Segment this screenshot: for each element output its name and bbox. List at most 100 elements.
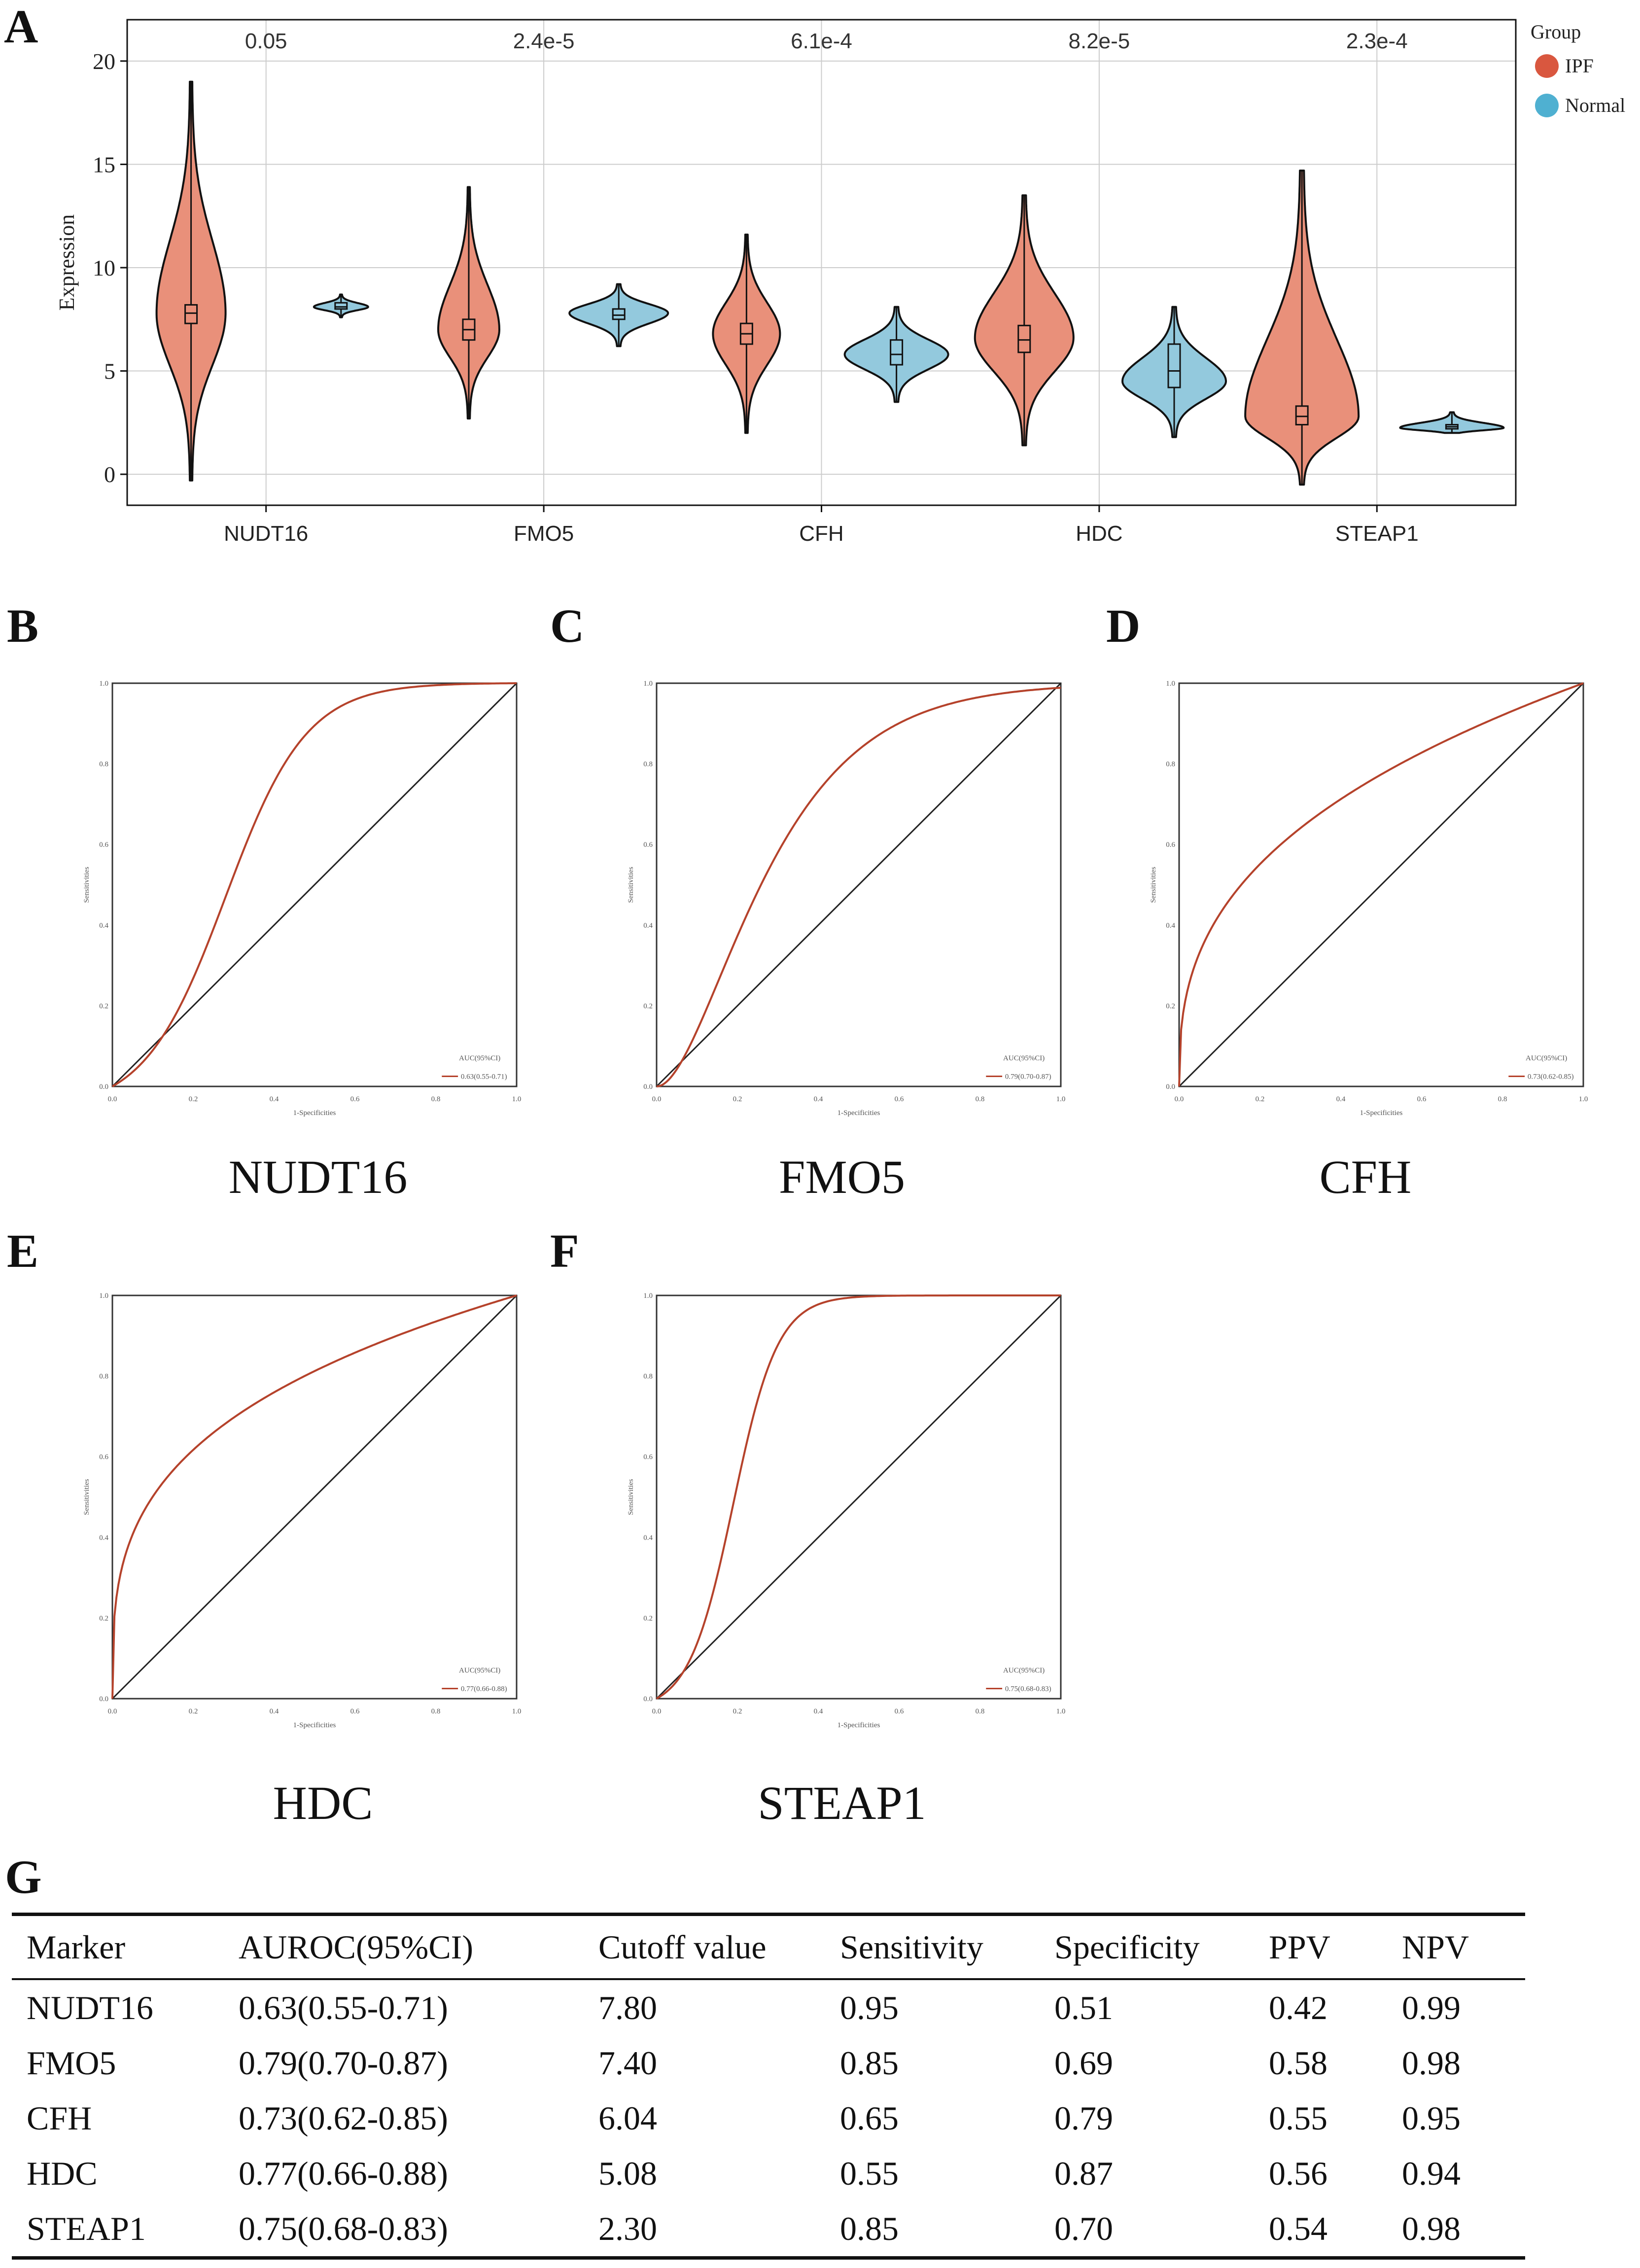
roc-y-tick-label: 0.2	[99, 1614, 108, 1622]
table-cell: 0.79(0.70-0.87)	[239, 2044, 448, 2082]
roc-curve	[111, 1294, 517, 1699]
p-value-label: 6.1e-4	[791, 29, 852, 53]
table-cell: 0.54	[1269, 2209, 1327, 2247]
roc-x-tick-label: 1.0	[512, 1708, 522, 1715]
roc-frame	[656, 682, 1062, 1087]
p-value-label: 2.4e-5	[513, 29, 575, 53]
roc-diagonal	[656, 1294, 1062, 1700]
roc-x-tick-label: 0.8	[431, 1095, 441, 1103]
roc-x-tick-label: 1.0	[1056, 1095, 1066, 1103]
roc-x-tick-label: 0.2	[733, 1708, 742, 1715]
roc-legend-value: 0.75(0.68-0.83)	[1005, 1685, 1051, 1693]
roc-x-tick-label: 0.4	[814, 1095, 823, 1103]
violin-chart: 0 5 10 15 20 Expression NUDT16 0.05 FMO5 2.4e-5 CF…	[55, 19, 1625, 546]
col-header-auroc: AUROC(95%CI)	[239, 1928, 473, 1966]
table-cell: 0.98	[1402, 2044, 1461, 2082]
roc-y-tick-label: 0.6	[99, 841, 108, 849]
roc-y-tick-label: 1.0	[643, 1292, 653, 1300]
roc-diagonal	[1178, 682, 1584, 1087]
col-header-npv: NPV	[1402, 1928, 1469, 1966]
roc-y-tick-label: 0.2	[1166, 1002, 1175, 1010]
roc-x-tick-label: 0.0	[1175, 1095, 1184, 1103]
roc-x-tick-label: 0.2	[1256, 1095, 1265, 1103]
roc-y-tick-label: 0.6	[643, 841, 653, 849]
col-header-specificity: Specificity	[1054, 1928, 1200, 1966]
p-value-label: 0.05	[245, 29, 287, 53]
panel-label-a: A	[4, 0, 38, 53]
table-cell: 0.51	[1054, 1989, 1113, 2026]
legend-title: Group	[1531, 21, 1581, 43]
roc-y-tick-label: 0.0	[643, 1083, 653, 1091]
table-cell: 0.65	[840, 2099, 899, 2137]
roc-x-tick-label: 0.2	[189, 1095, 198, 1103]
roc-x-tick-label: 0.2	[189, 1708, 198, 1715]
roc-legend-header: AUC(95%CI)	[459, 1667, 500, 1675]
roc-y-tick-label: 0.0	[99, 1083, 108, 1091]
roc-legend-header: AUC(95%CI)	[1003, 1667, 1045, 1675]
y-axis-label: Expression	[55, 214, 79, 311]
roc-x-tick-label: 0.6	[350, 1095, 360, 1103]
roc-y-axis-label: Sensitivities	[83, 867, 91, 903]
col-header-marker: Marker	[27, 1928, 126, 1966]
table-row: HDC 0.77(0.66-0.88) 5.08 0.55 0.87 0.56 …	[12, 2146, 1525, 2201]
table-cell: HDC	[27, 2154, 98, 2192]
roc-y-tick-label: 1.0	[99, 1292, 108, 1300]
table-cell: 0.95	[840, 1989, 899, 2026]
table-cell: NUDT16	[27, 1989, 153, 2026]
table-cell: 0.95	[1402, 2099, 1461, 2137]
roc-legend-value: 0.77(0.66-0.88)	[461, 1685, 507, 1693]
legend-label-normal: Normal	[1565, 94, 1625, 116]
roc-x-tick-label: 0.8	[1498, 1095, 1507, 1103]
roc-y-tick-label: 0.4	[643, 922, 653, 930]
table-cell: 0.42	[1269, 1989, 1327, 2026]
roc-curve	[656, 687, 1061, 1087]
roc-x-axis-label: 1-Specificities	[837, 1721, 880, 1729]
roc-x-tick-label: 0.6	[1417, 1095, 1427, 1103]
roc-y-tick-label: 0.4	[643, 1534, 653, 1542]
roc-frame	[111, 1294, 518, 1700]
table-row: NUDT16 0.63(0.55-0.71) 7.80 0.95 0.51 0.…	[12, 1979, 1525, 2035]
roc-caption-fmo5: FMO5	[778, 1151, 906, 1203]
table-cell: 0.69	[1054, 2044, 1113, 2082]
p-value-label: 2.3e-4	[1346, 29, 1408, 53]
roc-y-tick-label: 1.0	[1166, 680, 1175, 688]
roc-x-tick-label: 0.4	[814, 1708, 823, 1715]
roc-legend-value: 0.63(0.55-0.71)	[461, 1073, 507, 1081]
roc-x-tick-label: 0.6	[895, 1095, 904, 1103]
box-body	[1167, 343, 1181, 388]
panel-label-b: B	[7, 599, 39, 652]
roc-y-tick-label: 1.0	[643, 680, 653, 688]
box-body	[890, 339, 904, 366]
table-cell: 0.79	[1054, 2099, 1113, 2137]
panel-label-c: C	[550, 599, 585, 652]
roc-y-axis-label: Sensitivities	[627, 867, 635, 903]
roc-x-tick-label: 0.0	[652, 1708, 662, 1715]
roc-y-tick-label: 0.2	[99, 1002, 108, 1010]
x-tick-label: STEAP1	[1335, 522, 1419, 546]
roc-legend-header: AUC(95%CI)	[1003, 1054, 1045, 1062]
box-body	[1295, 405, 1309, 426]
roc-curve	[1178, 682, 1584, 1087]
table-header-row: Marker AUROC(95%CI) Cutoff value Sensiti…	[12, 1914, 1525, 1979]
table-cell: FMO5	[27, 2044, 116, 2082]
box-body	[1017, 324, 1031, 353]
roc-caption-cfh: CFH	[1319, 1151, 1412, 1203]
x-tick-label: FMO5	[514, 522, 574, 546]
roc-legend-header: AUC(95%CI)	[1526, 1054, 1567, 1062]
roc-x-tick-label: 0.0	[108, 1095, 117, 1103]
roc-y-tick-label: 0.8	[99, 1373, 108, 1381]
roc-frame	[111, 682, 518, 1087]
roc-y-tick-label: 0.6	[1166, 841, 1175, 849]
roc-x-axis-label: 1-Specificities	[837, 1109, 880, 1117]
roc-frame	[656, 1294, 1062, 1700]
panel-label-g: G	[5, 1850, 42, 1903]
roc-charts: 0.00.00.20.20.40.40.60.60.80.81.01.01-Sp…	[83, 680, 1588, 1729]
table-cell: 5.08	[598, 2154, 657, 2192]
table-cell: 0.87	[1054, 2154, 1113, 2192]
roc-x-tick-label: 0.2	[733, 1095, 742, 1103]
table-cell: 0.56	[1269, 2154, 1327, 2192]
table-cell: 0.63(0.55-0.71)	[239, 1989, 448, 2026]
col-header-sensitivity: Sensitivity	[840, 1928, 983, 1966]
table-cell: 0.75(0.68-0.83)	[239, 2209, 448, 2247]
roc-y-tick-label: 0.0	[1166, 1083, 1175, 1091]
